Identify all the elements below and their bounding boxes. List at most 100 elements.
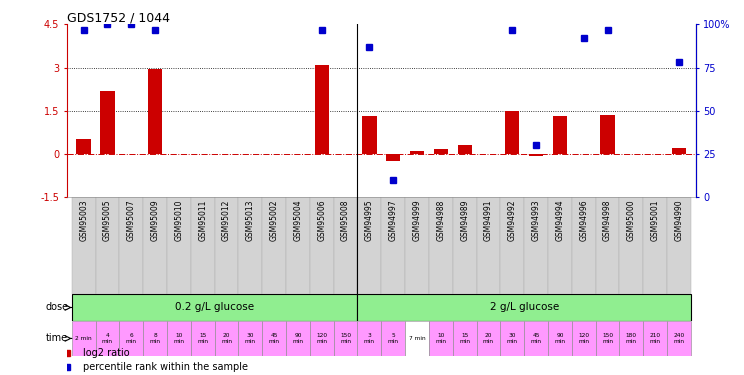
- Bar: [381, 197, 405, 294]
- Text: GSM94990: GSM94990: [675, 200, 684, 242]
- Bar: [190, 197, 214, 294]
- Text: GSM94988: GSM94988: [436, 200, 446, 241]
- Bar: [644, 321, 667, 356]
- Bar: [525, 197, 548, 294]
- Bar: [453, 197, 477, 294]
- Bar: [453, 321, 477, 356]
- Bar: [501, 321, 525, 356]
- Bar: [214, 197, 238, 294]
- Bar: [238, 197, 262, 294]
- Bar: [95, 321, 119, 356]
- Text: GSM94999: GSM94999: [412, 200, 422, 242]
- Text: 30
min: 30 min: [245, 333, 256, 344]
- Bar: [596, 321, 620, 356]
- Text: GSM95007: GSM95007: [126, 200, 135, 242]
- Bar: [333, 197, 357, 294]
- Text: 45
min: 45 min: [530, 333, 542, 344]
- Bar: [429, 321, 453, 356]
- Bar: [667, 321, 691, 356]
- Bar: [77, 140, 91, 154]
- Text: 150
min: 150 min: [340, 333, 351, 344]
- Text: GSM94994: GSM94994: [556, 200, 565, 242]
- Bar: [572, 197, 596, 294]
- Text: GSM95006: GSM95006: [317, 200, 327, 242]
- Bar: [667, 197, 691, 294]
- Bar: [167, 197, 190, 294]
- Text: 180
min: 180 min: [626, 333, 637, 344]
- Bar: [429, 197, 453, 294]
- Text: GSM94995: GSM94995: [365, 200, 374, 242]
- Text: GSM94989: GSM94989: [460, 200, 469, 241]
- Bar: [572, 321, 596, 356]
- Bar: [381, 321, 405, 356]
- Bar: [357, 294, 691, 321]
- Text: GSM95004: GSM95004: [293, 200, 303, 242]
- Bar: [71, 294, 357, 321]
- Bar: [357, 197, 382, 294]
- Bar: [600, 115, 615, 154]
- Text: GSM95000: GSM95000: [627, 200, 636, 242]
- Bar: [525, 321, 548, 356]
- Text: 10
min: 10 min: [435, 333, 446, 344]
- Bar: [286, 321, 310, 356]
- Bar: [548, 321, 572, 356]
- Bar: [71, 321, 95, 356]
- Text: 0.2 g/L glucose: 0.2 g/L glucose: [175, 303, 254, 312]
- Text: GDS1752 / 1044: GDS1752 / 1044: [67, 11, 170, 24]
- Bar: [214, 321, 238, 356]
- Text: GSM94991: GSM94991: [484, 200, 493, 241]
- Bar: [405, 197, 429, 294]
- Text: 7 min: 7 min: [408, 336, 426, 341]
- Bar: [100, 90, 115, 154]
- Bar: [548, 197, 572, 294]
- Text: GSM95010: GSM95010: [174, 200, 183, 241]
- Text: 210
min: 210 min: [650, 333, 661, 344]
- Text: 30
min: 30 min: [507, 333, 518, 344]
- Text: 2 min: 2 min: [75, 336, 92, 341]
- Text: GSM94992: GSM94992: [507, 200, 517, 241]
- Bar: [286, 197, 310, 294]
- Bar: [148, 69, 162, 154]
- Text: GSM95013: GSM95013: [246, 200, 255, 241]
- Bar: [310, 197, 333, 294]
- Bar: [315, 64, 329, 154]
- Bar: [238, 321, 262, 356]
- Bar: [596, 197, 620, 294]
- Text: 8
min: 8 min: [150, 333, 161, 344]
- Bar: [553, 116, 567, 154]
- Bar: [529, 154, 543, 156]
- Text: GSM95009: GSM95009: [150, 200, 159, 242]
- Bar: [434, 149, 448, 154]
- Text: 15
min: 15 min: [197, 333, 208, 344]
- Text: GSM94998: GSM94998: [603, 200, 612, 241]
- Text: 5
min: 5 min: [388, 333, 399, 344]
- Text: percentile rank within the sample: percentile rank within the sample: [83, 362, 248, 372]
- Text: 20
min: 20 min: [483, 333, 494, 344]
- Text: 45
min: 45 min: [269, 333, 280, 344]
- Bar: [119, 321, 143, 356]
- Text: GSM94997: GSM94997: [388, 200, 398, 242]
- Bar: [333, 321, 357, 356]
- Bar: [405, 321, 429, 356]
- Text: 120
min: 120 min: [316, 333, 327, 344]
- Bar: [143, 321, 167, 356]
- Text: 240
min: 240 min: [673, 333, 684, 344]
- Text: 120
min: 120 min: [578, 333, 589, 344]
- Text: GSM95012: GSM95012: [222, 200, 231, 241]
- Text: 20
min: 20 min: [221, 333, 232, 344]
- Text: GSM95005: GSM95005: [103, 200, 112, 242]
- Text: GSM95001: GSM95001: [651, 200, 660, 241]
- Bar: [95, 197, 119, 294]
- Text: GSM94993: GSM94993: [532, 200, 541, 242]
- Bar: [458, 145, 472, 154]
- Bar: [620, 197, 644, 294]
- Bar: [119, 197, 143, 294]
- Text: log2 ratio: log2 ratio: [83, 348, 129, 358]
- Text: 4
min: 4 min: [102, 333, 113, 344]
- Text: 15
min: 15 min: [459, 333, 470, 344]
- Text: GSM95002: GSM95002: [269, 200, 279, 241]
- Text: dose: dose: [45, 303, 68, 312]
- Bar: [143, 197, 167, 294]
- Bar: [501, 197, 525, 294]
- Bar: [672, 148, 686, 154]
